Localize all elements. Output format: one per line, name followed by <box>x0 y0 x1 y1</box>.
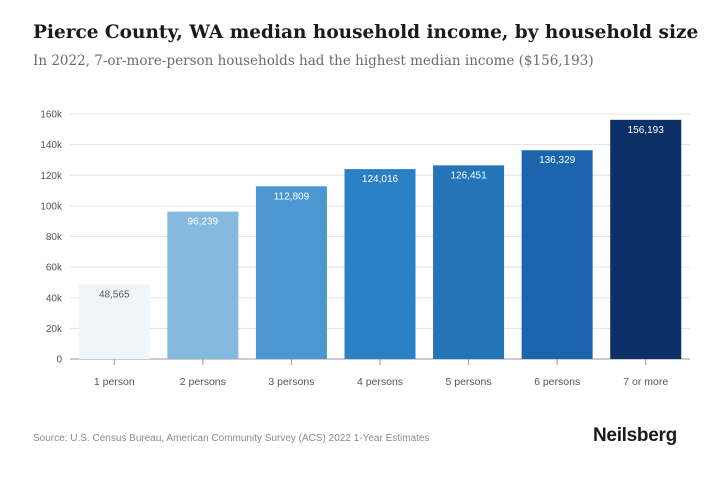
y-tick-label: 120k <box>40 171 63 182</box>
bar <box>433 165 505 359</box>
data-label: 136,329 <box>539 155 576 166</box>
y-tick-label: 60k <box>46 263 63 274</box>
chart-subtitle: In 2022, 7-or-more-person households had… <box>33 53 594 69</box>
brand-logo: Neilsberg <box>593 425 677 446</box>
data-label: 112,809 <box>274 191 310 202</box>
y-tick-label: 140k <box>40 140 63 151</box>
chart-title: Pierce County, WA median household incom… <box>33 22 699 43</box>
x-tick-label: 2 persons <box>180 376 226 388</box>
y-tick-label: 80k <box>46 232 63 243</box>
data-label: 48,565 <box>99 290 130 301</box>
data-label: 156,193 <box>628 125 665 136</box>
bar <box>344 169 416 359</box>
x-tick-label: 3 persons <box>268 376 314 388</box>
bar <box>521 150 593 359</box>
y-tick-label: 100k <box>40 201 63 212</box>
y-tick-label: 40k <box>46 293 63 304</box>
data-label: 126,451 <box>450 170 487 181</box>
x-tick-label: 5 persons <box>446 376 492 388</box>
x-tick-label: 4 persons <box>357 376 403 388</box>
source-note: Source: U.S. Census Bureau, American Com… <box>33 433 430 444</box>
x-tick-label: 6 persons <box>534 376 580 388</box>
x-tick-label: 1 person <box>94 376 135 388</box>
y-tick-label: 0 <box>56 355 62 366</box>
bar <box>167 211 239 359</box>
bar <box>255 186 327 359</box>
y-tick-label: 20k <box>46 324 63 335</box>
data-label: 96,239 <box>188 217 219 228</box>
bar <box>78 284 150 359</box>
bar <box>610 119 682 359</box>
x-tick-label: 7 or more <box>623 376 668 388</box>
data-label: 124,016 <box>362 174 399 185</box>
y-tick-label: 160k <box>40 110 63 121</box>
